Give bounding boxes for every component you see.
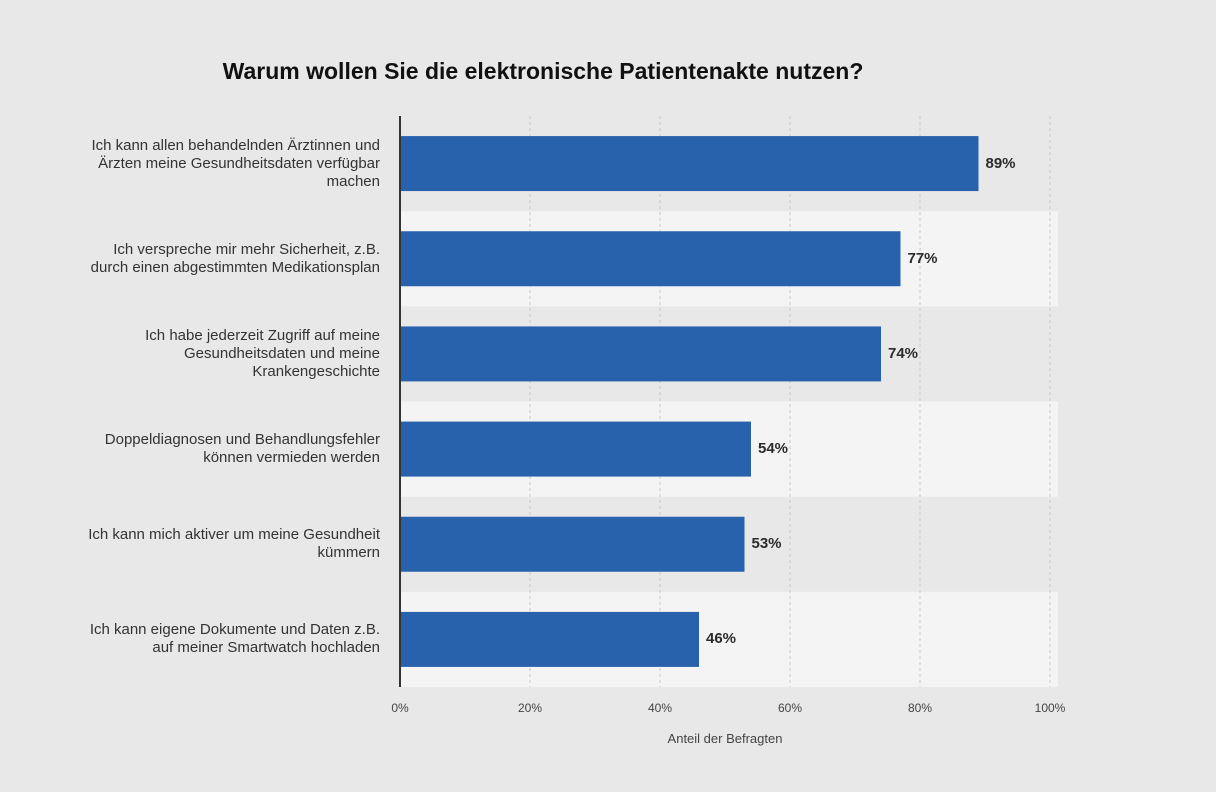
category-label-line: kümmern (317, 544, 380, 562)
bar (400, 136, 979, 192)
category-label-line: Ich kann eigene Dokumente und Daten z.B. (89, 621, 380, 639)
x-tick-label: 20% (517, 701, 543, 715)
category-label-line: können vermieden werden (203, 449, 380, 467)
category-label: Ich habe jederzeit Zugriff auf meine Gesu… (40, 327, 380, 381)
category-label-line: Ich kann allen behandelnden Ärztinnen un… (91, 136, 380, 154)
bar-value-label: 74% (888, 344, 919, 362)
bar (400, 516, 745, 572)
bar (400, 421, 751, 477)
category-label: Ich verspreche mir mehr Sicherheit, z.B.… (40, 241, 380, 277)
category-label: Ich kann mich aktiver um meine Gesundhei… (40, 526, 380, 562)
bar-value-label: 89% (985, 154, 1016, 172)
category-label-line: Krankengeschichte (252, 362, 380, 380)
x-axis-title: Anteil der Befragten (667, 731, 783, 746)
x-tick-label: 60% (777, 701, 803, 715)
bar-value-label: 46% (706, 630, 737, 648)
bar (400, 611, 699, 667)
x-tick-label: 100% (1034, 701, 1066, 715)
category-label-line: Gesundheitsdaten und meine (184, 344, 380, 362)
category-label-line: Ich verspreche mir mehr Sicherheit, z.B. (113, 240, 380, 258)
category-label-line: auf meiner Smartwatch hochladen (152, 639, 380, 657)
category-label: Ich kann allen behandelnden Ärztinnen un… (40, 137, 380, 191)
bar-value-label: 53% (751, 535, 782, 553)
bar (400, 231, 901, 287)
x-tick-label: 0% (391, 701, 409, 715)
category-label: Ich kann eigene Dokumente und Daten z.B.… (40, 621, 380, 657)
bar-value-label: 54% (758, 440, 789, 458)
bar-value-label: 77% (907, 249, 938, 267)
category-label-line: Ich kann mich aktiver um meine Gesundhei… (88, 526, 380, 544)
x-tick-label: 40% (647, 701, 673, 715)
category-label-line: durch einen abgestimmten Medikationsplan (90, 258, 380, 276)
category-label-line: machen (326, 172, 380, 190)
chart-title: Warum wollen Sie die elektronische Patie… (222, 58, 864, 84)
category-label-line: Ärzten meine Gesundheitsdaten verfügbar (98, 154, 380, 172)
x-tick-label: 80% (907, 701, 933, 715)
bar (400, 326, 881, 382)
category-label: Doppeldiagnosen und Behandlungsfehler kön… (40, 431, 380, 467)
category-label-line: Doppeldiagnosen und Behandlungsfehler (104, 431, 380, 449)
category-label-line: Ich habe jederzeit Zugriff auf meine (145, 326, 380, 344)
